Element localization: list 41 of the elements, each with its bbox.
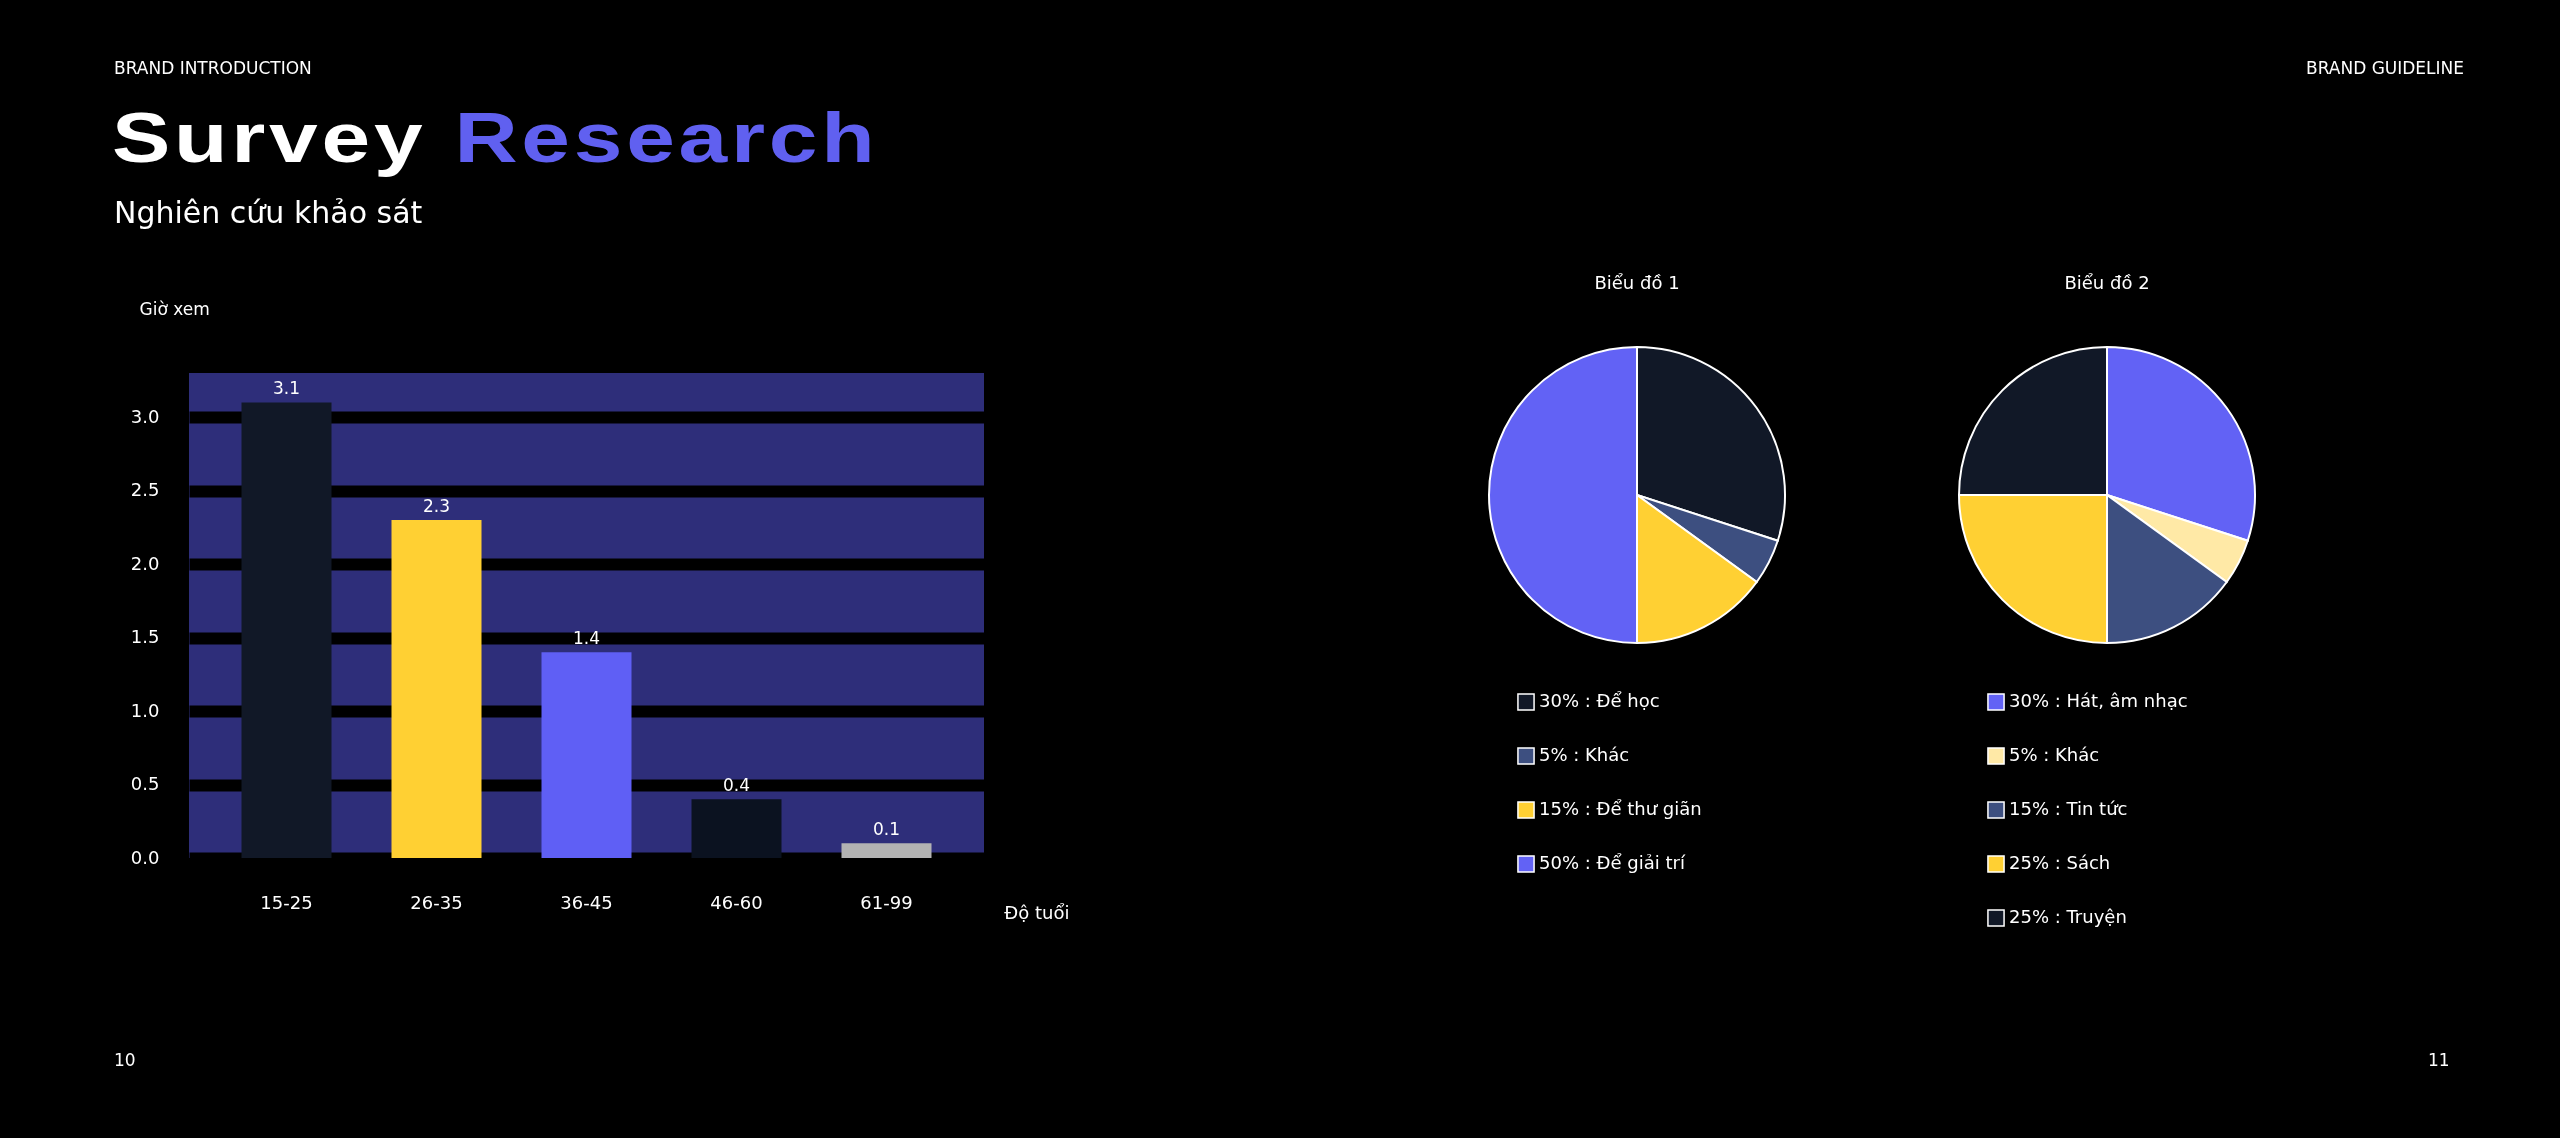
x-axis-title: Độ tuổi [1004,901,1070,923]
y-tick-label: 1.5 [130,626,160,648]
legend-label: 25% : Truyện [2009,906,2127,927]
text: 10 [114,1050,136,1070]
bar [241,402,332,858]
text: BRAND GUIDELINE [2306,58,2465,78]
y-tick-label: 2.0 [130,552,160,574]
chart-title: Survey Research [112,99,879,177]
y-tick-label: 0.0 [130,846,160,868]
legend-label: 5% : Khác [2009,744,2100,765]
y-tick-label: 1.0 [130,699,160,721]
x-tick-label: 15-25 [260,891,313,913]
legend-label: 30% : Hát, âm nhạc [2009,690,2188,711]
x-tick-label: 46-60 [710,891,763,913]
text: 11 [2428,1050,2450,1070]
legend-label: 15% : Để thư giãn [1539,798,1702,819]
data-label: 2.3 [422,495,451,516]
y-tick-label: 2.5 [130,479,160,501]
data-label: 1.4 [572,628,601,649]
bar [391,519,482,858]
chart-title: Biểu đồ 1 [1594,272,1680,293]
legend-label: 30% : Để học [1539,690,1660,711]
bar [841,843,932,858]
x-tick-label: 36-45 [560,891,613,913]
chart-title: Biểu đồ 2 [2064,272,2150,293]
legend-label: 50% : Để giải trí [1539,852,1686,873]
data-label: 0.1 [872,819,901,840]
y-tick-label: 0.5 [130,773,160,795]
legend-label: 25% : Sách [2009,852,2111,873]
x-tick-label: 61-99 [860,891,913,913]
text: BRAND INTRODUCTION [114,58,312,78]
y-tick-label: 3.0 [130,405,160,427]
chart-subtitle: Nghiên cứu khảo sát [114,195,423,230]
y-axis-title: Giờ xem [139,298,210,319]
bar [541,652,632,858]
data-label: 0.4 [722,775,751,796]
legend-label: 5% : Khác [1539,744,1630,765]
data-label: 3.1 [272,378,301,399]
x-tick-label: 26-35 [410,891,463,913]
legend-label: 15% : Tin tức [2009,798,2128,819]
bar [691,799,782,858]
